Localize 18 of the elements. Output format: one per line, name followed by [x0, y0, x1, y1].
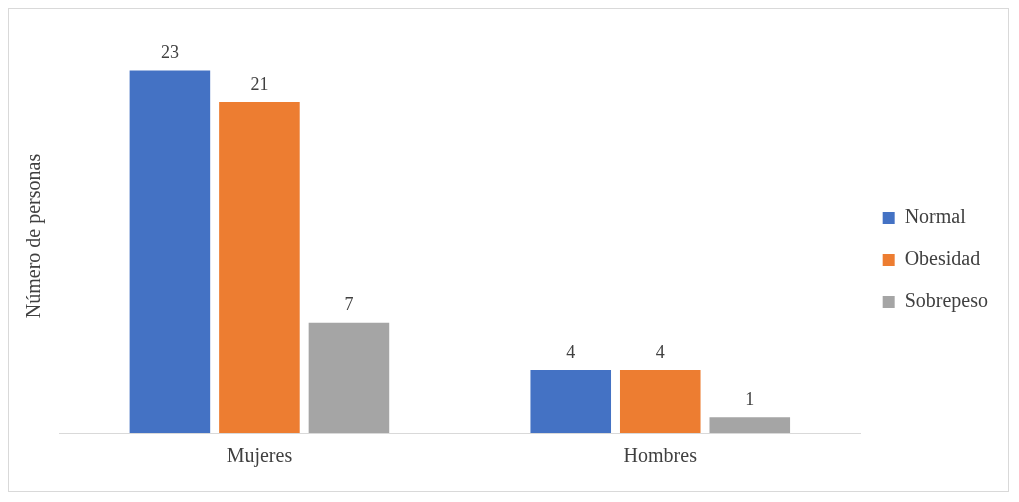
bar — [129, 70, 211, 433]
bar — [219, 102, 300, 433]
data-label: 1 — [745, 388, 755, 409]
bar — [709, 417, 791, 433]
legend-label: Normal — [904, 205, 967, 228]
bar — [530, 369, 612, 433]
x-tick-label: Mujeres — [226, 444, 293, 468]
y-axis-title: Número de personas — [22, 153, 46, 319]
legend-label: Sobrepeso — [904, 289, 989, 313]
data-label: 4 — [655, 341, 665, 362]
data-label: 4 — [566, 341, 576, 362]
bar — [308, 322, 390, 433]
legend-label: Obesidad — [904, 247, 981, 270]
bar — [619, 369, 701, 433]
data-label: 7 — [344, 294, 354, 315]
data-label: 23 — [160, 42, 179, 63]
data-label: 21 — [250, 73, 269, 94]
x-tick-label: Hombres — [623, 444, 698, 467]
